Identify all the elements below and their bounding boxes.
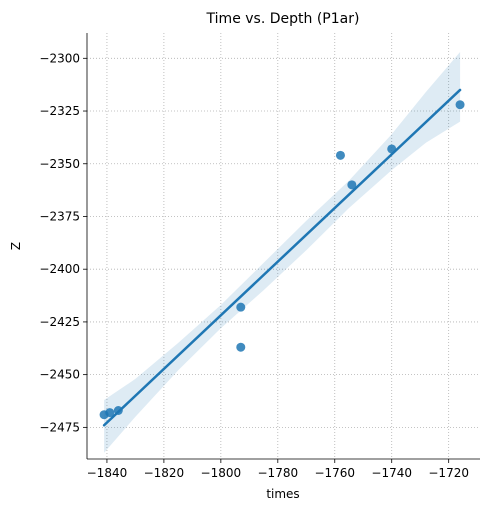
y-tick-label: −2400 — [39, 262, 80, 276]
data-point — [335, 150, 345, 160]
x-axis-label: times — [266, 487, 299, 501]
data-point — [387, 144, 397, 154]
confidence-band-layer — [104, 52, 461, 453]
x-tick-label: −1820 — [144, 466, 185, 480]
x-tick-label: −1780 — [258, 466, 299, 480]
data-points — [99, 100, 465, 420]
data-point — [347, 180, 357, 190]
data-point — [113, 405, 123, 415]
x-tick-label: −1720 — [428, 466, 469, 480]
x-tick-label: −1740 — [371, 466, 412, 480]
y-tick-label: −2450 — [39, 368, 80, 382]
grid-lines — [87, 33, 480, 459]
data-point — [236, 342, 246, 352]
y-tick-label: −2325 — [39, 104, 80, 118]
chart-title: Time vs. Depth (P1ar) — [206, 11, 360, 27]
x-axis-ticks: −1840 −1820 −1800 −1780 −1760 −1740 −1720 — [87, 459, 469, 480]
x-tick-label: −1800 — [201, 466, 242, 480]
data-point — [236, 302, 246, 312]
y-tick-label: −2475 — [39, 420, 80, 434]
regression-line-layer — [102, 88, 462, 427]
x-tick-label: −1760 — [314, 466, 355, 480]
confidence-band — [104, 52, 461, 453]
y-tick-label: −2350 — [39, 157, 80, 171]
data-point — [105, 408, 115, 418]
y-tick-label: −2375 — [39, 209, 80, 223]
regression-line — [102, 88, 462, 427]
axes-spines — [86, 33, 480, 460]
x-tick-label: −1840 — [87, 466, 128, 480]
y-tick-label: −2425 — [39, 315, 80, 329]
y-tick-label: −2300 — [39, 51, 80, 65]
y-axis-ticks: −2300 −2325 −2350 −2375 −2400 −2425 −2450 −2475 — [39, 51, 87, 434]
y-axis-label: Z — [9, 242, 23, 250]
data-point — [455, 100, 465, 110]
